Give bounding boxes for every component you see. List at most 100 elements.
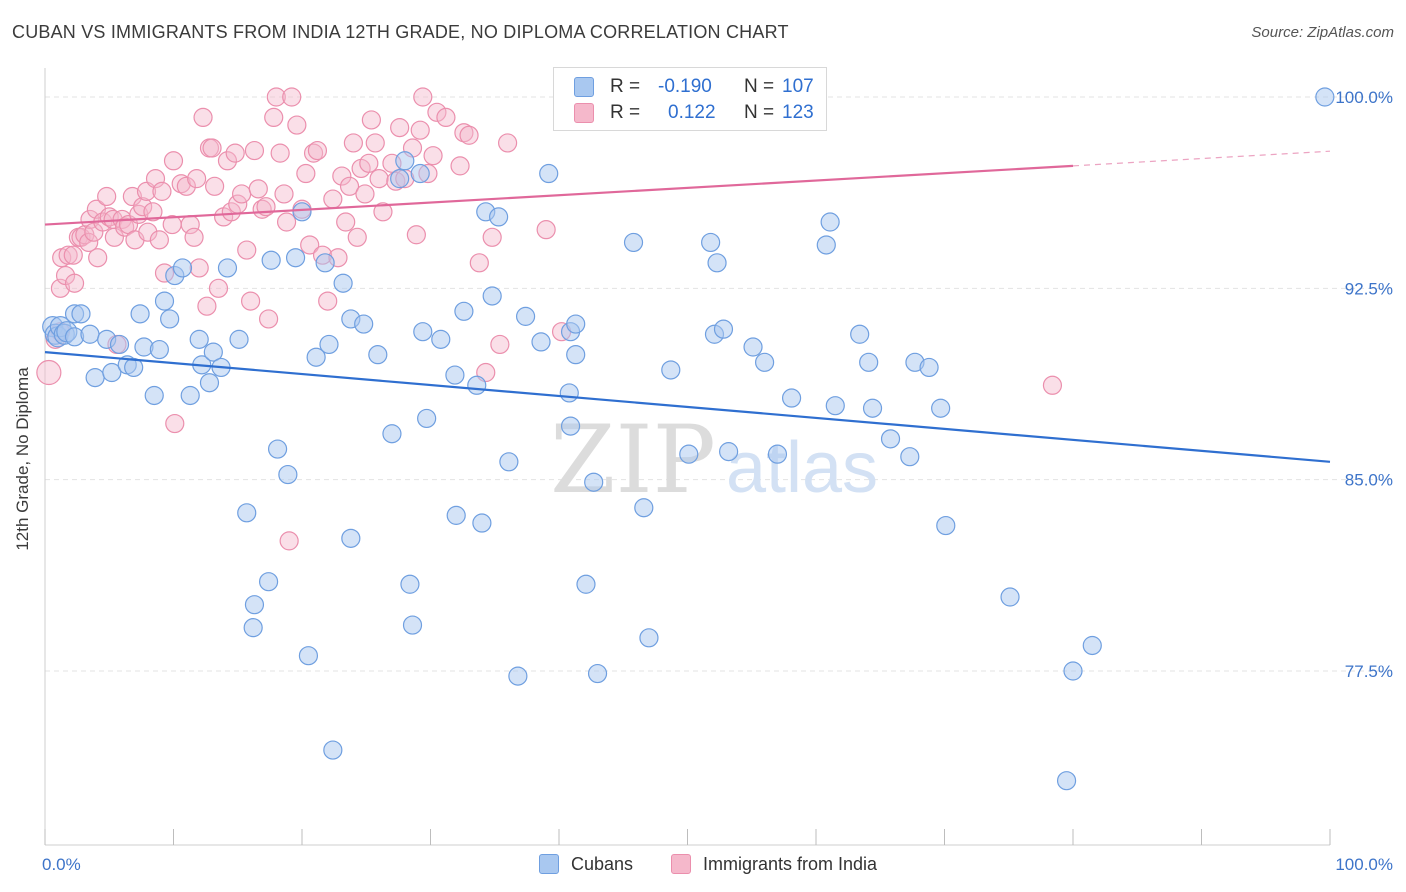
cubans-point <box>203 342 223 362</box>
y-tick-label: 77.5% <box>1345 662 1393 681</box>
cubans-point <box>515 306 536 326</box>
india-point <box>373 202 393 222</box>
legend-n-value-india: 123 <box>782 102 814 123</box>
cubans-point <box>489 207 509 227</box>
cubans-point <box>160 309 180 329</box>
source-prefix: Source: <box>1251 24 1308 41</box>
india-point <box>104 227 124 247</box>
y-tick-labels: 77.5% 85.0% 92.5% 100.0% <box>1335 88 1393 681</box>
india-point <box>279 531 299 551</box>
cubans-point <box>508 666 528 686</box>
india-point <box>459 125 479 145</box>
india-point <box>336 212 356 232</box>
india-point <box>58 245 78 265</box>
india-point <box>36 359 62 386</box>
cubans-point <box>400 574 420 594</box>
india-point <box>300 235 320 255</box>
cubans-point <box>431 329 451 349</box>
india-point <box>427 102 447 122</box>
india-point <box>202 138 222 158</box>
cubans-point <box>402 615 423 635</box>
legend-r-value-india: 0.122 <box>668 102 716 123</box>
cubans-trend-line <box>44 351 1331 463</box>
cubans-point <box>217 258 238 278</box>
cubans-point <box>109 334 130 355</box>
india-point <box>241 291 261 311</box>
india-point <box>258 309 279 329</box>
india-point <box>187 169 207 189</box>
india-point <box>469 253 489 273</box>
cubans-point <box>661 360 681 380</box>
india-point <box>296 163 316 184</box>
cubans-point <box>701 232 721 253</box>
bottom-legend-india: Immigrants from India <box>671 851 877 877</box>
cubans-point <box>754 352 775 372</box>
cubans-point <box>172 258 193 278</box>
india-point <box>189 258 209 278</box>
cubans-point <box>243 618 263 638</box>
cubans-point <box>816 235 836 255</box>
cubans-point <box>315 253 335 273</box>
india-point <box>436 107 456 128</box>
cubans-point <box>154 291 175 311</box>
watermark-atlas: atlas <box>726 428 878 508</box>
india-point <box>343 133 363 153</box>
cubans-point <box>237 503 257 523</box>
cubans-point <box>323 740 343 760</box>
cubans-point <box>244 595 265 615</box>
cubans-point <box>587 663 608 684</box>
cubans-point <box>446 505 466 525</box>
india-point <box>347 227 367 247</box>
cubans-point <box>472 513 492 533</box>
cubans-point <box>623 232 644 253</box>
india-point <box>237 240 257 260</box>
cubans-point <box>482 286 502 306</box>
legend-row-cubans: R = -0.190 N = 107 <box>574 74 814 100</box>
india-point <box>88 248 108 268</box>
india-point <box>184 227 204 247</box>
cubans-point <box>124 357 144 378</box>
cubans-point <box>566 345 586 365</box>
india-point <box>282 87 302 107</box>
india-point <box>454 123 474 143</box>
cubans-point <box>410 163 430 184</box>
cubans-point <box>820 212 840 232</box>
cubans-point <box>368 345 388 365</box>
india-point <box>138 222 158 242</box>
y-tick-label: 85.0% <box>1345 471 1393 490</box>
cubans-point <box>149 339 169 360</box>
trend-lines <box>44 150 1331 463</box>
cubans-point <box>713 319 734 339</box>
india-point <box>406 225 426 245</box>
cubans-point <box>71 304 91 324</box>
india-point <box>208 278 229 298</box>
cubans-point <box>267 439 288 459</box>
legend-swatch-india <box>574 103 594 123</box>
india-point <box>122 186 142 207</box>
india-point <box>361 110 381 130</box>
cubans-point <box>1315 87 1335 107</box>
cubans-point <box>1000 587 1020 607</box>
cubans-point <box>180 385 200 406</box>
india-point <box>193 107 213 128</box>
india-point <box>490 334 510 355</box>
cubans-point <box>258 572 279 592</box>
legend-n-label: N = <box>744 76 775 97</box>
bottom-legend-label-cubans: Cubans <box>571 853 634 874</box>
cubans-point <box>341 528 361 548</box>
india-point <box>79 232 99 253</box>
cubans-point <box>333 273 353 293</box>
legend-n-value-cubans: 107 <box>782 76 814 97</box>
cubans-point <box>539 163 559 184</box>
india-point <box>390 118 410 138</box>
india-point <box>149 230 169 250</box>
india-point <box>423 146 443 166</box>
india-point <box>163 151 184 171</box>
cubans-point <box>743 337 763 357</box>
cubans-point <box>189 329 209 349</box>
india-point <box>332 166 352 186</box>
india-point <box>143 202 163 222</box>
cubans-point <box>454 301 474 321</box>
cubans-point <box>707 253 727 273</box>
india-point <box>323 189 343 209</box>
